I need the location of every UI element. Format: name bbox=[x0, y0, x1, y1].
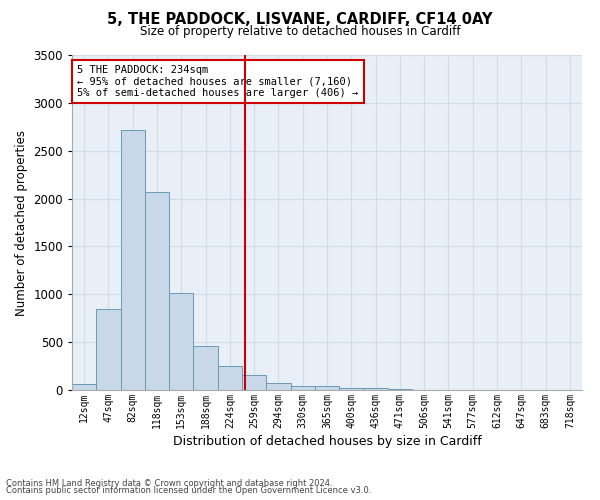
Bar bbox=[72, 384, 96, 390]
Text: Size of property relative to detached houses in Cardiff: Size of property relative to detached ho… bbox=[140, 25, 460, 38]
Text: Contains public sector information licensed under the Open Government Licence v3: Contains public sector information licen… bbox=[6, 486, 371, 495]
Bar bbox=[388, 389, 412, 390]
Bar bbox=[121, 130, 145, 390]
Bar bbox=[145, 192, 169, 390]
Y-axis label: Number of detached properties: Number of detached properties bbox=[15, 130, 28, 316]
Bar bbox=[193, 346, 218, 390]
Text: 5 THE PADDOCK: 234sqm
← 95% of detached houses are smaller (7,160)
5% of semi-de: 5 THE PADDOCK: 234sqm ← 95% of detached … bbox=[77, 65, 358, 98]
Bar bbox=[339, 388, 364, 390]
Bar bbox=[218, 366, 242, 390]
Bar bbox=[315, 386, 339, 390]
Bar bbox=[96, 308, 121, 390]
Bar bbox=[266, 384, 290, 390]
Bar bbox=[290, 386, 315, 390]
Bar bbox=[364, 388, 388, 390]
Text: 5, THE PADDOCK, LISVANE, CARDIFF, CF14 0AY: 5, THE PADDOCK, LISVANE, CARDIFF, CF14 0… bbox=[107, 12, 493, 28]
X-axis label: Distribution of detached houses by size in Cardiff: Distribution of detached houses by size … bbox=[173, 435, 481, 448]
Bar bbox=[169, 294, 193, 390]
Text: Contains HM Land Registry data © Crown copyright and database right 2024.: Contains HM Land Registry data © Crown c… bbox=[6, 478, 332, 488]
Bar bbox=[242, 375, 266, 390]
